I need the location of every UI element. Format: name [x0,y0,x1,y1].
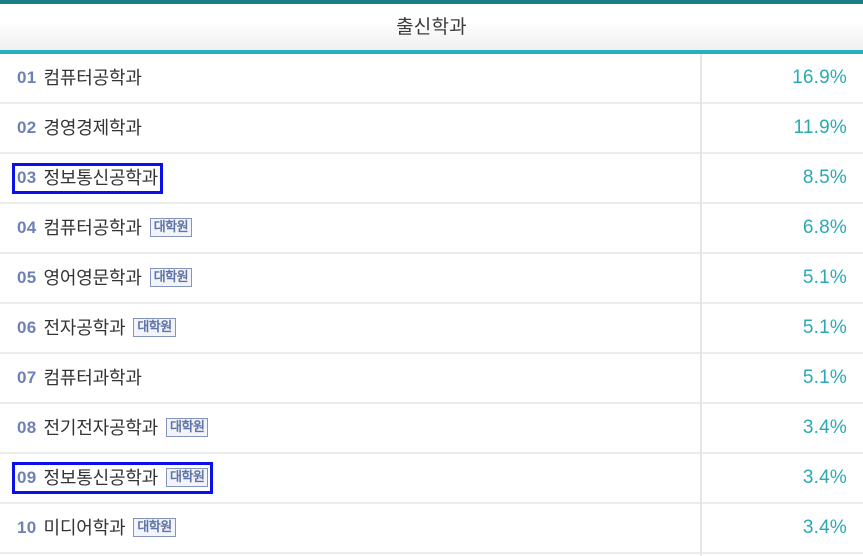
graduate-school-badge: 대학원 [166,467,209,488]
row-selection-box: 09 정보통신공학과 대학원 [12,461,214,495]
row-department-cell: 02 경영경제학과 [0,103,700,153]
table-row[interactable]: 07 컴퓨터과학과 5.1% [0,354,863,404]
row-content: 05 영어영문학과 대학원 [12,262,197,295]
row-content: 04 컴퓨터공학과 대학원 [12,212,197,245]
table-row[interactable]: 02 경영경제학과 11.9% [0,104,863,154]
row-content: 02 경영경제학과 [12,113,147,144]
row-percentage: 3.4% [802,417,847,438]
table-row[interactable]: 05 영어영문학과 대학원 5.1% [0,254,863,304]
graduate-school-badge: 대학원 [149,267,193,288]
row-content: 06 전자공학과 대학원 [12,312,181,345]
row-department-cell: 09 정보통신공학과 대학원 [0,453,700,503]
row-rank-number: 10 [17,518,37,537]
row-rank-number: 09 [17,468,37,487]
row-selection-box: 03 정보통신공학과 [12,162,164,194]
row-rank-number: 03 [17,168,37,187]
graduate-school-badge: 대학원 [166,417,209,438]
row-department-cell: 08 전기전자공학과 대학원 [0,403,700,453]
row-rank-number: 06 [17,318,37,337]
row-department-name: 컴퓨터과학과 [43,367,142,388]
table-row[interactable]: 09 정보통신공학과 대학원 3.4% [0,454,863,504]
table-body: 01 컴퓨터공학과 16.9% 02 경영경제학과 11.9% 03 정보통신공학과 8.5% 0… [0,54,863,556]
row-department-cell: 07 컴퓨터과학과 [0,353,700,403]
row-content: 01 컴퓨터공학과 [12,63,147,94]
row-rank-number: 04 [17,218,37,237]
row-department-name: 전기전자공학과 [43,417,159,438]
table-row[interactable]: 06 전자공학과 대학원 5.1% [0,304,863,354]
row-percentage: 8.5% [802,167,847,188]
row-department-name: 전자공학과 [43,317,126,338]
row-department-cell: 01 컴퓨터공학과 [0,53,700,103]
row-department-name: 미디어학과 [43,517,126,538]
row-percentage: 11.9% [793,117,847,138]
row-percentage: 5.1% [802,267,847,288]
row-department-name: 정보통신공학과 [43,467,159,488]
column-divider [700,54,702,556]
graduate-school-badge: 대학원 [149,217,193,238]
row-department-name: 경영경제학과 [43,117,142,138]
row-department-name: 컴퓨터공학과 [43,217,142,238]
row-percentage: 5.1% [802,317,847,338]
table-row[interactable]: 08 전기전자공학과 대학원 3.4% [0,404,863,454]
table-row[interactable]: 01 컴퓨터공학과 16.9% [0,54,863,104]
row-percentage: 3.4% [802,467,847,488]
row-percentage: 16.9% [792,67,847,88]
row-percentage: 3.4% [802,517,847,538]
row-department-name: 컴퓨터공학과 [43,67,142,88]
row-percentage: 5.1% [802,367,847,388]
table-row[interactable]: 04 컴퓨터공학과 대학원 6.8% [0,204,863,254]
page-title: 출신학과 [396,16,467,38]
row-rank-number: 07 [17,368,37,387]
row-percentage: 6.8% [802,217,847,238]
row-department-name: 영어영문학과 [43,267,142,288]
row-department-cell: 04 컴퓨터공학과 대학원 [0,203,700,253]
row-rank-number: 01 [17,68,37,87]
row-content: 07 컴퓨터과학과 [12,363,147,394]
table-row[interactable]: 03 정보통신공학과 8.5% [0,154,863,204]
graduate-school-badge: 대학원 [133,317,176,338]
row-rank-number: 05 [17,268,37,287]
row-rank-number: 02 [17,118,37,137]
row-department-name: 정보통신공학과 [43,167,159,188]
row-department-cell: 10 미디어학과 대학원 [0,503,700,553]
row-department-cell: 06 전자공학과 대학원 [0,303,700,353]
graduate-school-badge: 대학원 [133,517,176,538]
row-department-cell: 03 정보통신공학과 [0,153,700,203]
row-rank-number: 08 [17,418,37,437]
row-content: 08 전기전자공학과 대학원 [12,412,213,445]
table-header: 출신학과 [0,0,863,54]
row-department-cell: 05 영어영문학과 대학원 [0,253,700,303]
table-row[interactable]: 10 미디어학과 대학원 3.4% [0,504,863,554]
row-content: 10 미디어학과 대학원 [12,512,181,545]
